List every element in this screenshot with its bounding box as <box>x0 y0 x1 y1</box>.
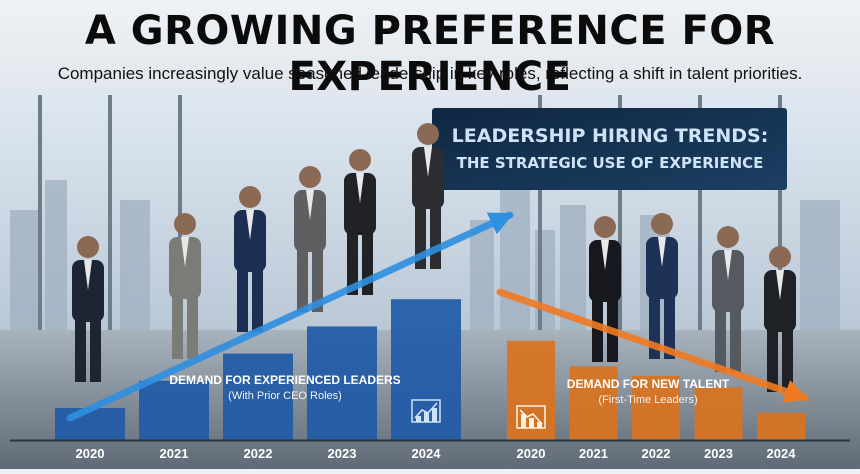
orange-bar-2022 <box>632 376 680 440</box>
downward-arrow-head <box>782 380 809 403</box>
orange-tick-2021: 2021 <box>579 446 608 461</box>
business-people-figures <box>72 123 796 392</box>
person-figure <box>712 226 744 372</box>
person-figure <box>72 236 104 382</box>
person-figure <box>294 166 326 312</box>
person-figure <box>589 216 621 362</box>
page-title: A GROWING PREFERENCE FOR EXPERIENCE <box>84 8 776 100</box>
orange-bar-2021 <box>569 366 618 440</box>
orange-tick-2020: 2020 <box>517 446 546 461</box>
upward-trend-arrow <box>66 211 514 422</box>
blue-tick-2023: 2023 <box>328 446 357 461</box>
person-figure <box>412 123 444 269</box>
new-talent-series-sublabel: (First-Time Leaders) <box>598 394 697 406</box>
screen-line-1: LEADERSHIP HIRING TRENDS: <box>452 125 769 147</box>
orange-bar-2023 <box>694 387 743 440</box>
downward-trend-arrow <box>496 288 809 402</box>
new-talent-series-label: DEMAND FOR NEW TALENT <box>567 377 730 391</box>
blue-tick-2020: 2020 <box>76 446 105 461</box>
blue-bar-2021 <box>139 380 209 440</box>
chart-down-icon <box>516 405 546 429</box>
blue-bar-2020 <box>55 408 125 440</box>
blue-tick-2021: 2021 <box>160 446 189 461</box>
experienced-series-sublabel: (With Prior CEO Roles) <box>228 390 342 402</box>
person-figure <box>646 213 678 359</box>
blue-tick-2024: 2024 <box>412 446 442 461</box>
blue-bar-2023 <box>307 326 377 440</box>
person-figure <box>234 186 266 332</box>
orange-tick-2023: 2023 <box>704 446 733 461</box>
chart-up-icon <box>411 399 441 423</box>
person-figure <box>344 149 376 295</box>
orange-tick-2022: 2022 <box>642 446 671 461</box>
upward-arrow-head <box>486 212 514 235</box>
person-figure <box>169 213 201 359</box>
screen-line-2: THE STRATEGIC USE OF EXPERIENCE <box>457 154 764 172</box>
experienced-series-label: DEMAND FOR EXPERIENCED LEADERS <box>169 373 400 387</box>
display-screen <box>432 108 787 190</box>
page-subtitle: Companies increasingly value seasoned le… <box>57 64 803 83</box>
person-figure <box>764 246 796 392</box>
orange-tick-2024: 2024 <box>767 446 797 461</box>
orange-bar-2024 <box>757 412 805 440</box>
blue-tick-2022: 2022 <box>244 446 273 461</box>
blue-bar-2022 <box>223 353 293 440</box>
